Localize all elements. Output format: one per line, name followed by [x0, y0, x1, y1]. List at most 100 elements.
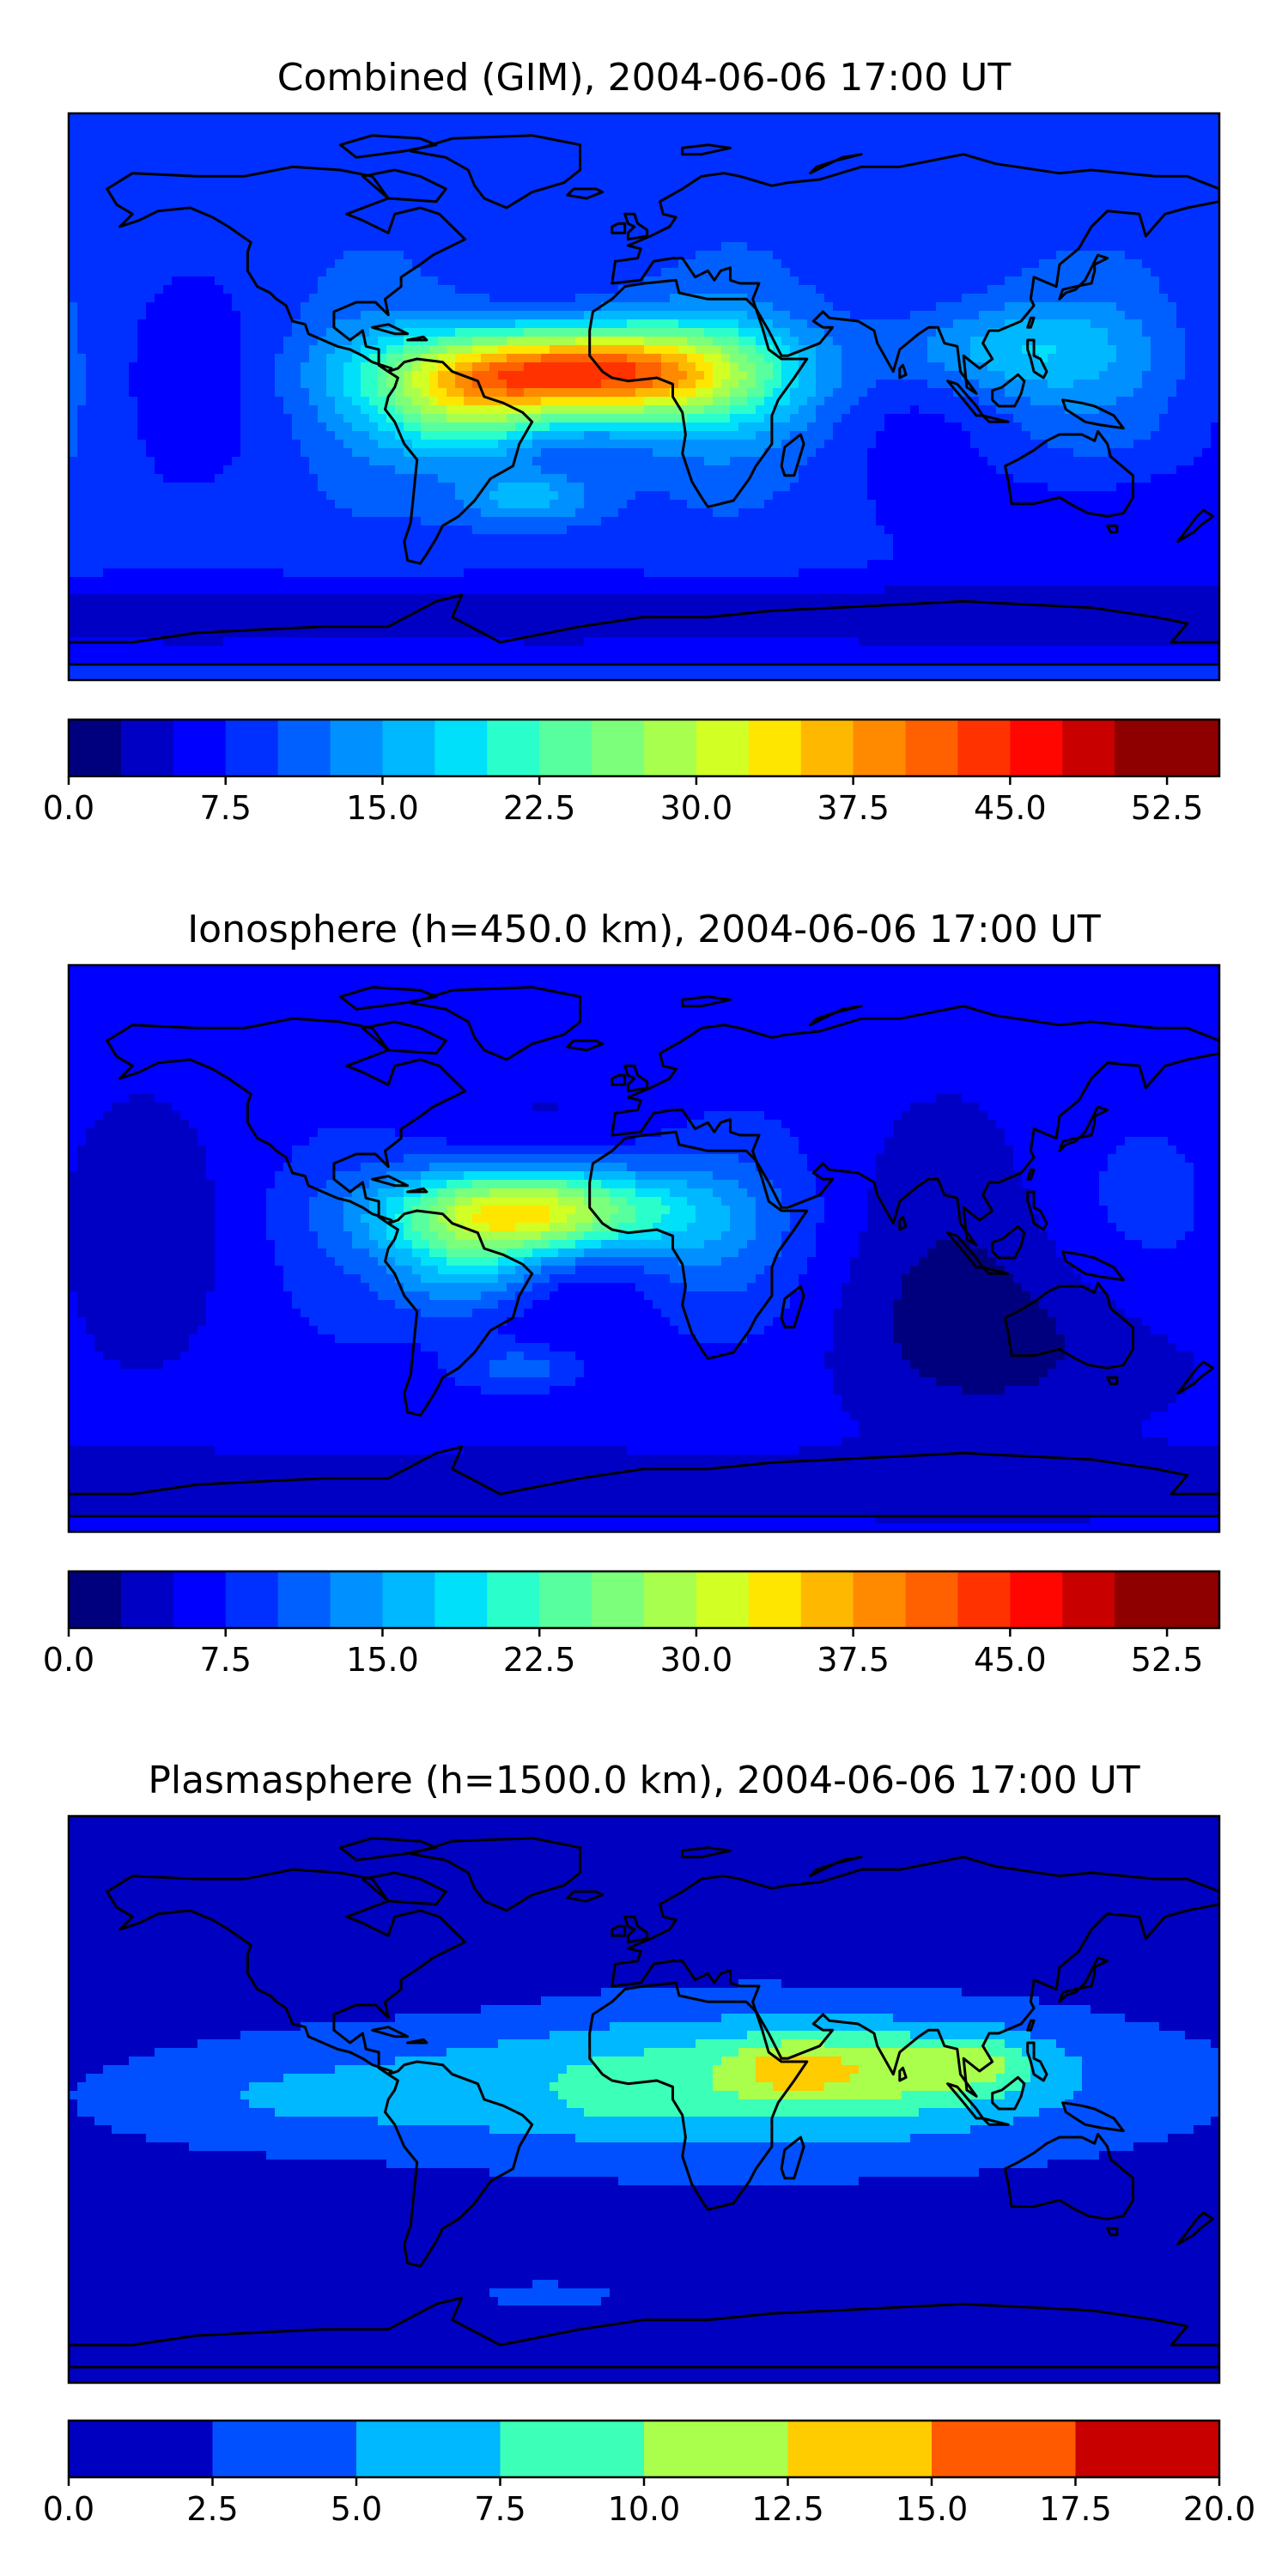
contour-cell: [1108, 131, 1117, 140]
contour-cell: [318, 311, 327, 320]
contour-cell: [824, 122, 834, 131]
contour-cell: [1056, 405, 1066, 415]
contour-cell: [421, 148, 430, 157]
contour-cell: [833, 319, 842, 329]
contour-cell: [592, 276, 602, 286]
contour-cell: [258, 259, 267, 269]
contour-cell: [1176, 302, 1186, 312]
contour-cell: [155, 311, 164, 320]
contour-cell: [618, 268, 628, 277]
contour-cell: [326, 242, 336, 252]
contour-cell: [816, 397, 825, 406]
contour-cell: [318, 380, 327, 389]
contour-cell: [807, 380, 817, 389]
contour-cell: [292, 388, 301, 398]
contour-cell: [515, 414, 525, 423]
contour-cell: [1116, 319, 1126, 329]
contour-cell: [180, 276, 190, 286]
contour-cell: [1048, 122, 1057, 131]
contour-cell: [773, 276, 782, 286]
contour-cell: [498, 337, 507, 346]
contour-cell: [240, 431, 250, 440]
contour-cell: [550, 362, 559, 372]
contour-cell: [1185, 131, 1194, 140]
contour-cell: [670, 122, 679, 131]
contour-cell: [137, 311, 147, 320]
contour-cell: [567, 422, 576, 432]
contour-cell: [687, 354, 696, 363]
contour-cell: [1022, 285, 1031, 295]
contour-cell: [266, 380, 276, 389]
contour-cell: [816, 302, 825, 312]
contour-cell: [507, 380, 516, 389]
contour-cell: [197, 113, 207, 123]
contour-cell: [661, 122, 671, 131]
contour-cell: [507, 113, 516, 123]
contour-cell: [1091, 251, 1100, 260]
contour-cell: [927, 131, 937, 140]
contour-cell: [258, 431, 267, 440]
contour-cell: [258, 113, 267, 123]
contour-cell: [1108, 216, 1117, 226]
contour-cell: [970, 422, 980, 432]
contour-cell: [532, 362, 542, 372]
contour-cell: [644, 139, 653, 149]
contour-cell: [1073, 405, 1083, 415]
contour-cell: [69, 276, 78, 286]
contour-cell: [876, 259, 885, 269]
contour-cell: [721, 165, 731, 174]
contour-cell: [1030, 225, 1040, 234]
contour-cell: [970, 371, 980, 380]
contour-cell: [404, 156, 413, 166]
contour-cell: [489, 173, 499, 183]
contour-cell: [240, 259, 250, 269]
contour-cell: [455, 113, 465, 123]
contour-cell: [575, 354, 585, 363]
contour-cell: [1073, 276, 1083, 286]
contour-cell: [292, 122, 301, 131]
contour-cell: [395, 388, 404, 398]
contour-cell: [1185, 319, 1194, 329]
contour-cell: [601, 173, 611, 183]
contour-cell: [756, 191, 765, 200]
contour-cell: [275, 431, 284, 440]
contour-cell: [1013, 328, 1023, 337]
contour-cell: [507, 242, 516, 252]
contour-cell: [292, 362, 301, 372]
contour-cell: [155, 268, 164, 277]
contour-cell: [197, 328, 207, 337]
contour-cell: [240, 173, 250, 183]
contour-cell: [386, 225, 396, 234]
contour-cell: [945, 362, 954, 372]
contour-cell: [953, 259, 963, 269]
contour-cell: [429, 131, 439, 140]
contour-cell: [618, 337, 628, 346]
contour-cell: [1073, 242, 1083, 252]
contour-cell: [378, 234, 387, 243]
contour-cell: [498, 165, 507, 174]
contour-cell: [876, 242, 885, 252]
contour-cell: [996, 276, 1005, 286]
contour-cell: [773, 371, 782, 380]
contour-cell: [129, 388, 138, 398]
contour-cell: [764, 405, 774, 415]
contour-cell: [567, 242, 576, 252]
contour-cell: [129, 139, 138, 149]
contour-cell: [1108, 234, 1117, 243]
contour-cell: [112, 354, 121, 363]
contour-cell: [455, 216, 465, 226]
contour-cell: [610, 148, 619, 157]
contour-cell: [1065, 328, 1074, 337]
contour-cell: [678, 173, 688, 183]
contour-cell: [610, 319, 619, 329]
contour-cell: [223, 165, 233, 174]
contour-cell: [953, 242, 963, 252]
contour-cell: [893, 362, 902, 372]
contour-cell: [524, 328, 533, 337]
contour-cell: [206, 173, 216, 183]
contour-cell: [764, 225, 774, 234]
contour-cell: [687, 328, 696, 337]
contour-cell: [146, 165, 155, 174]
contour-cell: [970, 397, 980, 406]
contour-cell: [1065, 311, 1074, 320]
